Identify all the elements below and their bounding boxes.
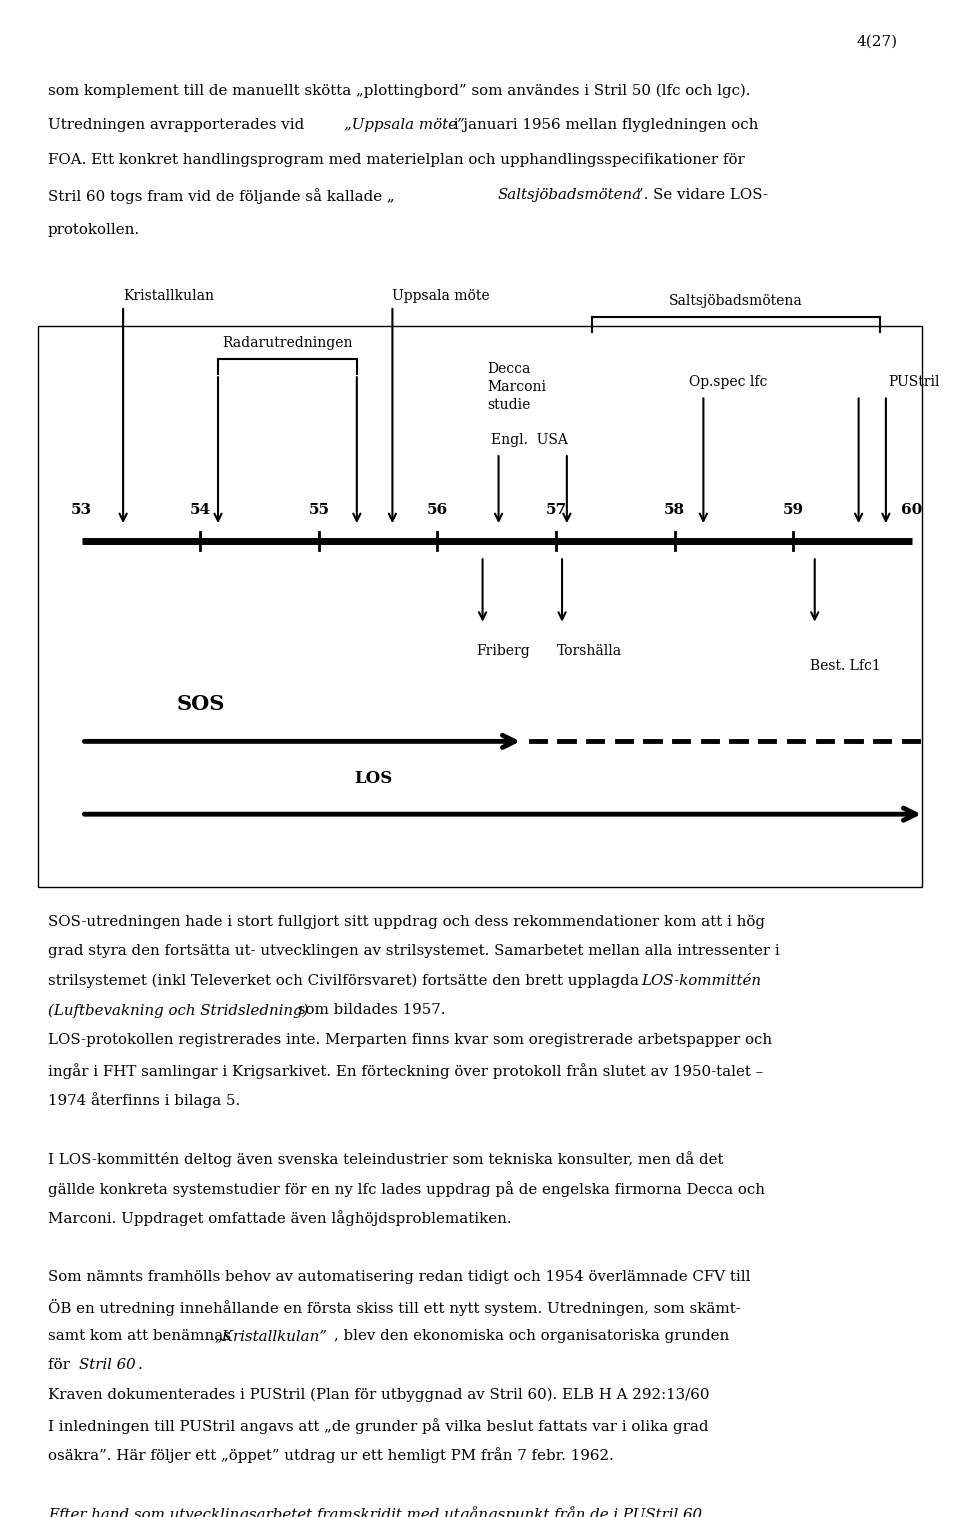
Text: i januari 1956 mellan flygledningen och: i januari 1956 mellan flygledningen och — [449, 118, 758, 132]
Text: för: för — [48, 1359, 75, 1373]
Text: I LOS-kommittén deltog även svenska teleindustrier som tekniska konsulter, men d: I LOS-kommittén deltog även svenska tele… — [48, 1151, 724, 1167]
Text: samt kom att benämnas: samt kom att benämnas — [48, 1329, 236, 1343]
Text: .: . — [137, 1359, 142, 1373]
Text: SOS-utredningen hade i stort fullgjort sitt uppdrag och dess rekommendationer ko: SOS-utredningen hade i stort fullgjort s… — [48, 915, 765, 928]
Text: ingår i FHT samlingar i Krigsarkivet. En förteckning över protokoll från slutet : ingår i FHT samlingar i Krigsarkivet. En… — [48, 1062, 763, 1079]
Text: 56: 56 — [427, 502, 448, 517]
Text: 1974 återfinns i bilaga 5.: 1974 återfinns i bilaga 5. — [48, 1092, 240, 1107]
Text: 53: 53 — [71, 502, 92, 517]
Text: Saltsjöbadsmötena: Saltsjöbadsmötena — [669, 293, 803, 308]
Text: Kraven dokumenterades i PUStril (Plan för utbyggnad av Stril 60). ELB H A 292:13: Kraven dokumenterades i PUStril (Plan fö… — [48, 1388, 709, 1402]
Text: 59: 59 — [782, 502, 804, 517]
Text: grad styra den fortsätta ut- utvecklingen av strilsystemet. Samarbetet mellan al: grad styra den fortsätta ut- utvecklinge… — [48, 944, 780, 959]
Text: Som nämnts framhölls behov av automatisering redan tidigt och 1954 överlämnade C: Som nämnts framhölls behov av automatise… — [48, 1270, 751, 1283]
Text: 57: 57 — [545, 502, 566, 517]
Text: protokollen.: protokollen. — [48, 223, 140, 237]
Text: Stril 60 togs fram vid de följande så kallade „: Stril 60 togs fram vid de följande så ka… — [48, 188, 395, 203]
Text: ÖB en utredning innehållande en första skiss till ett nytt system. Utredningen, : ÖB en utredning innehållande en första s… — [48, 1299, 741, 1317]
Text: Op.spec lfc: Op.spec lfc — [689, 375, 767, 390]
Text: Engl.  USA: Engl. USA — [491, 432, 567, 448]
Text: 60: 60 — [901, 502, 923, 517]
Text: som bildades 1957.: som bildades 1957. — [293, 1004, 445, 1018]
Text: LOS-kommittén: LOS-kommittén — [641, 974, 761, 988]
Text: 58: 58 — [664, 502, 685, 517]
Text: Marconi. Uppdraget omfattade även låghöjdsproblematiken.: Marconi. Uppdraget omfattade även låghöj… — [48, 1211, 512, 1226]
Text: Friberg: Friberg — [476, 645, 530, 658]
Text: 4(27): 4(27) — [856, 35, 898, 49]
Text: 55: 55 — [308, 502, 329, 517]
Text: ”. Se vidare LOS-: ”. Se vidare LOS- — [636, 188, 768, 202]
Text: strilsystemet (inkl Televerket och Civilförsvaret) fortsätte den brett upplagda: strilsystemet (inkl Televerket och Civil… — [48, 974, 643, 988]
Text: Uppsala möte: Uppsala möte — [393, 288, 490, 303]
Text: Utredningen avrapporterades vid: Utredningen avrapporterades vid — [48, 118, 309, 132]
Text: SOS: SOS — [177, 695, 225, 715]
Text: Stril 60: Stril 60 — [79, 1359, 135, 1373]
Text: osäkra”. Här följer ett „öppet” utdrag ur ett hemligt PM från 7 febr. 1962.: osäkra”. Här följer ett „öppet” utdrag u… — [48, 1447, 613, 1462]
Text: (Luftbevakning och Stridsledning): (Luftbevakning och Stridsledning) — [48, 1004, 308, 1018]
Text: Best. Lfc1: Best. Lfc1 — [810, 660, 880, 674]
Text: I inledningen till PUStril angavs att „de grunder på vilka beslut fattats var i : I inledningen till PUStril angavs att „d… — [48, 1418, 708, 1434]
Text: FOA. Ett konkret handlingsprogram med materielplan och upphandlingsspecifikation: FOA. Ett konkret handlingsprogram med ma… — [48, 153, 745, 167]
Text: som komplement till de manuellt skötta „plottingbord” som användes i Stril 50 (l: som komplement till de manuellt skötta „… — [48, 83, 751, 97]
Text: gällde konkreta systemstudier för en ny lfc lades uppdrag på de engelska firmorn: gällde konkreta systemstudier för en ny … — [48, 1180, 765, 1197]
Text: LOS: LOS — [354, 771, 393, 787]
Text: , blev den ekonomiska och organisatoriska grunden: , blev den ekonomiska och organisatorisk… — [334, 1329, 730, 1343]
Text: Kristallkulan: Kristallkulan — [123, 288, 214, 303]
Text: „Uppsala möte”: „Uppsala möte” — [344, 118, 465, 132]
Text: Efter hand som utvecklingsarbetet framskridit med utgångspunkt från de i PUStril: Efter hand som utvecklingsarbetet framsk… — [48, 1506, 702, 1517]
Text: Torshälla: Torshälla — [557, 645, 622, 658]
Text: Radarutredningen: Radarutredningen — [222, 335, 352, 350]
Text: „Kristallkulan”: „Kristallkulan” — [215, 1329, 328, 1343]
Text: Decca
Marconi
studie: Decca Marconi studie — [488, 363, 546, 411]
Text: LOS-protokollen registrerades inte. Merparten finns kvar som oregistrerade arbet: LOS-protokollen registrerades inte. Merp… — [48, 1033, 772, 1047]
Text: PUStril: PUStril — [888, 375, 939, 390]
Text: 54: 54 — [190, 502, 211, 517]
Text: Saltsjöbadsmötena: Saltsjöbadsmötena — [497, 188, 641, 202]
